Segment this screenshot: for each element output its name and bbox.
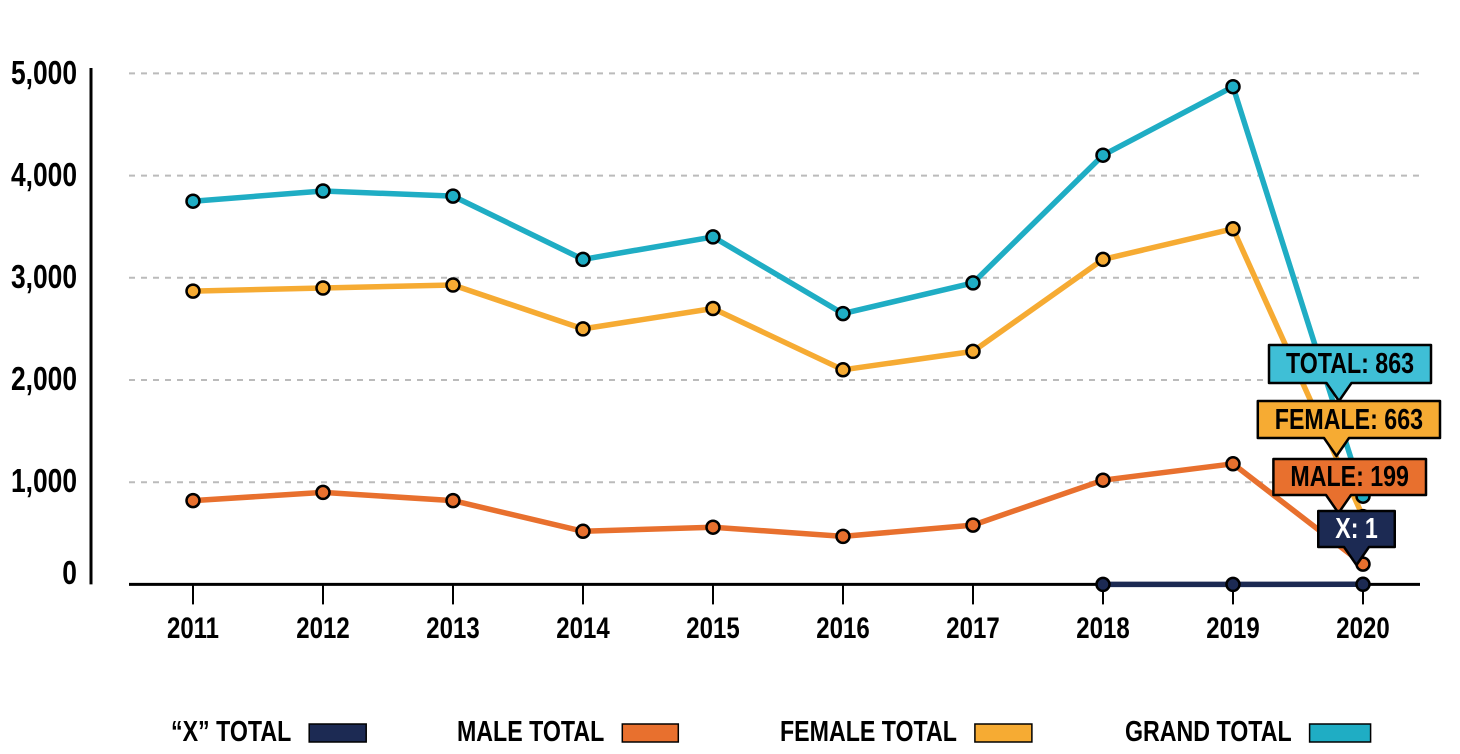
svg-text:2016: 2016 bbox=[816, 610, 869, 644]
svg-text:2017: 2017 bbox=[946, 610, 999, 644]
svg-text:2019: 2019 bbox=[1206, 610, 1259, 644]
svg-text:1,000: 1,000 bbox=[11, 463, 77, 499]
svg-text:2012: 2012 bbox=[296, 610, 349, 644]
svg-text:5,000: 5,000 bbox=[11, 55, 77, 91]
svg-text:2020: 2020 bbox=[1336, 610, 1389, 644]
svg-text:2015: 2015 bbox=[686, 610, 739, 644]
svg-text:2014: 2014 bbox=[556, 610, 609, 644]
svg-text:TOTAL: 863: TOTAL: 863 bbox=[1286, 346, 1414, 379]
svg-text:MALE: 199: MALE: 199 bbox=[1290, 459, 1409, 492]
svg-text:4,000: 4,000 bbox=[11, 157, 77, 193]
svg-text:“X” TOTAL: “X” TOTAL bbox=[171, 714, 291, 747]
svg-text:2011: 2011 bbox=[167, 610, 219, 644]
svg-text:2,000: 2,000 bbox=[11, 361, 77, 397]
svg-text:FEMALE: 663: FEMALE: 663 bbox=[1275, 402, 1423, 435]
svg-text:0: 0 bbox=[62, 555, 77, 591]
svg-text:X: 1: X: 1 bbox=[1335, 511, 1378, 544]
svg-text:2013: 2013 bbox=[426, 610, 479, 644]
svg-text:FEMALE TOTAL: FEMALE TOTAL bbox=[780, 714, 957, 747]
svg-text:2018: 2018 bbox=[1076, 610, 1129, 644]
svg-text:3,000: 3,000 bbox=[11, 259, 77, 295]
svg-text:MALE TOTAL: MALE TOTAL bbox=[457, 714, 604, 747]
svg-text:GRAND TOTAL: GRAND TOTAL bbox=[1125, 714, 1292, 747]
